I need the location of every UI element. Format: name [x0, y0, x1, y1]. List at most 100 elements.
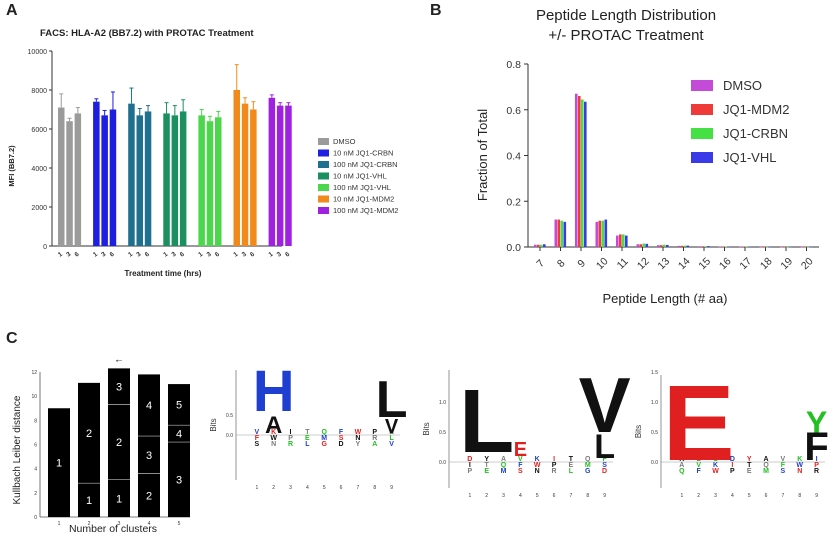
logo-small-letter: V [255, 429, 260, 436]
logo-x-tick-label: 6 [765, 493, 768, 499]
bar [163, 113, 170, 247]
bar [724, 246, 728, 248]
logo-small-letter: T [485, 462, 490, 469]
logo-small-letter: D [467, 456, 472, 463]
x-tick-label: 16 [717, 255, 734, 272]
bar [768, 246, 772, 248]
logo-small-letter: A [501, 456, 506, 463]
y-tick-label: 0.0 [506, 242, 521, 254]
legend-label: 10 nM JQ1-MDM2 [333, 195, 394, 204]
x-tick-label: 3 [276, 251, 283, 259]
logo-x-tick-label: 1 [255, 485, 258, 491]
bar [759, 246, 763, 248]
legend-label: DMSO [723, 78, 762, 93]
logo-y-tick-label: 0.0 [651, 460, 658, 466]
legend-label: 100 nM JQ1-MDM2 [333, 206, 398, 215]
bar [560, 220, 564, 247]
chart-c1-xlabel: Number of clusters [69, 523, 157, 535]
bar [745, 246, 748, 248]
logo-small-letter: W [355, 429, 362, 436]
segment-label: 3 [146, 450, 152, 462]
x-tick-label: 6 [249, 251, 256, 259]
bar [74, 113, 82, 247]
x-tick-label: 6 [144, 251, 151, 259]
chart-a: FACS: HLA-A2 (BB7.2) with PROTAC Treatme… [7, 28, 398, 278]
bar [537, 244, 540, 247]
x-tick-label: 8 [555, 257, 568, 270]
bar [250, 109, 257, 246]
legend-label: 10 nM JQ1-VHL [333, 172, 387, 181]
bar [540, 244, 543, 247]
logo-big-letter: H [253, 359, 295, 424]
logo-x-tick-label: 7 [357, 485, 360, 491]
x-tick-label: 13 [655, 255, 672, 272]
logo-small-letter: T [305, 429, 310, 436]
bar [809, 246, 813, 248]
y-tick-label: 2 [34, 491, 37, 497]
x-tick-label: 2 [88, 521, 91, 527]
segment-label: 4 [176, 429, 182, 441]
bar [800, 246, 804, 248]
logo-small-letter: P [552, 462, 557, 469]
logo-small-letter: E [484, 468, 489, 475]
logo-small-letter: S [781, 468, 786, 475]
panel-label-b: B [430, 2, 442, 19]
bar [707, 246, 710, 247]
cluster-bar [138, 374, 160, 517]
bar [657, 245, 660, 247]
x-tick-label: 6 [179, 251, 186, 259]
segment-label: 5 [176, 400, 182, 412]
bar [677, 245, 681, 247]
logo-small-letter: L [569, 468, 574, 475]
segment-label: 2 [116, 437, 122, 449]
logo-small-letter: T [569, 456, 574, 463]
logo-small-letter: Q [321, 429, 327, 436]
y-tick-label: 0 [43, 244, 47, 251]
logo-small-letter: P [372, 429, 377, 436]
bar [563, 221, 567, 247]
bar [198, 115, 205, 246]
legend-label: 10 nM JQ1-CRBN [333, 149, 393, 158]
bar [806, 246, 810, 248]
bar [742, 246, 745, 248]
logo-small-letter: I [469, 462, 471, 469]
bar [233, 90, 240, 246]
bar [636, 244, 640, 247]
logo-x-tick-label: 4 [731, 493, 734, 499]
bar [780, 246, 783, 248]
logo-small-letter: W [712, 468, 719, 475]
logo-small-letter: N [535, 468, 540, 475]
x-tick-label: 6 [73, 251, 80, 259]
logo-x-tick-label: 8 [373, 485, 376, 491]
logo-small-letter: R [552, 468, 557, 475]
bar [144, 111, 152, 246]
logo-small-letter: W [534, 462, 541, 469]
chart-a-ylabel: MFI (BB7.2) [7, 145, 16, 187]
logo-y-tick-label: 0.0 [226, 433, 233, 439]
chart-b-xlabel: Peptide Length (# aa) [602, 291, 727, 306]
legend-label: JQ1-VHL [723, 150, 776, 165]
bar [285, 105, 292, 246]
y-tick-label: 0.6 [506, 105, 521, 117]
bar [179, 111, 187, 246]
x-tick-label: 3 [135, 251, 142, 259]
bar [604, 219, 608, 247]
bar [616, 235, 619, 247]
logo-big-letter: F [804, 425, 828, 469]
bar [554, 219, 558, 247]
x-tick-label: 3 [206, 251, 213, 259]
logo-big-letter: V [579, 361, 631, 449]
legend-label: 100 nM JQ1-CRBN [333, 160, 398, 169]
logo-small-letter: G [585, 468, 591, 475]
logo-small-letter: W [270, 435, 277, 442]
y-tick-label: 8 [34, 418, 37, 424]
bar [666, 244, 669, 247]
logo-small-letter: M [501, 468, 507, 475]
bar [789, 246, 792, 248]
logo-small-letter: A [764, 456, 769, 463]
x-tick-label: 6 [109, 251, 116, 259]
logo-small-letter: L [697, 456, 702, 463]
legend-label: JQ1-MDM2 [723, 102, 789, 117]
bar [101, 115, 108, 246]
logo-small-letter: V [781, 456, 786, 463]
